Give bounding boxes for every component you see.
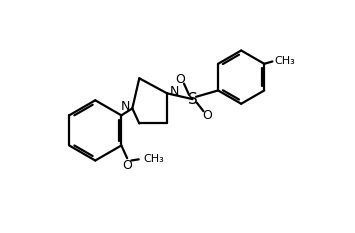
Text: O: O xyxy=(175,73,185,86)
Text: CH₃: CH₃ xyxy=(275,56,295,66)
Text: N: N xyxy=(170,85,179,98)
Text: S: S xyxy=(188,92,197,107)
Text: N: N xyxy=(121,100,130,113)
Text: O: O xyxy=(203,109,213,122)
Text: O: O xyxy=(122,159,132,172)
Text: CH₃: CH₃ xyxy=(143,154,164,164)
